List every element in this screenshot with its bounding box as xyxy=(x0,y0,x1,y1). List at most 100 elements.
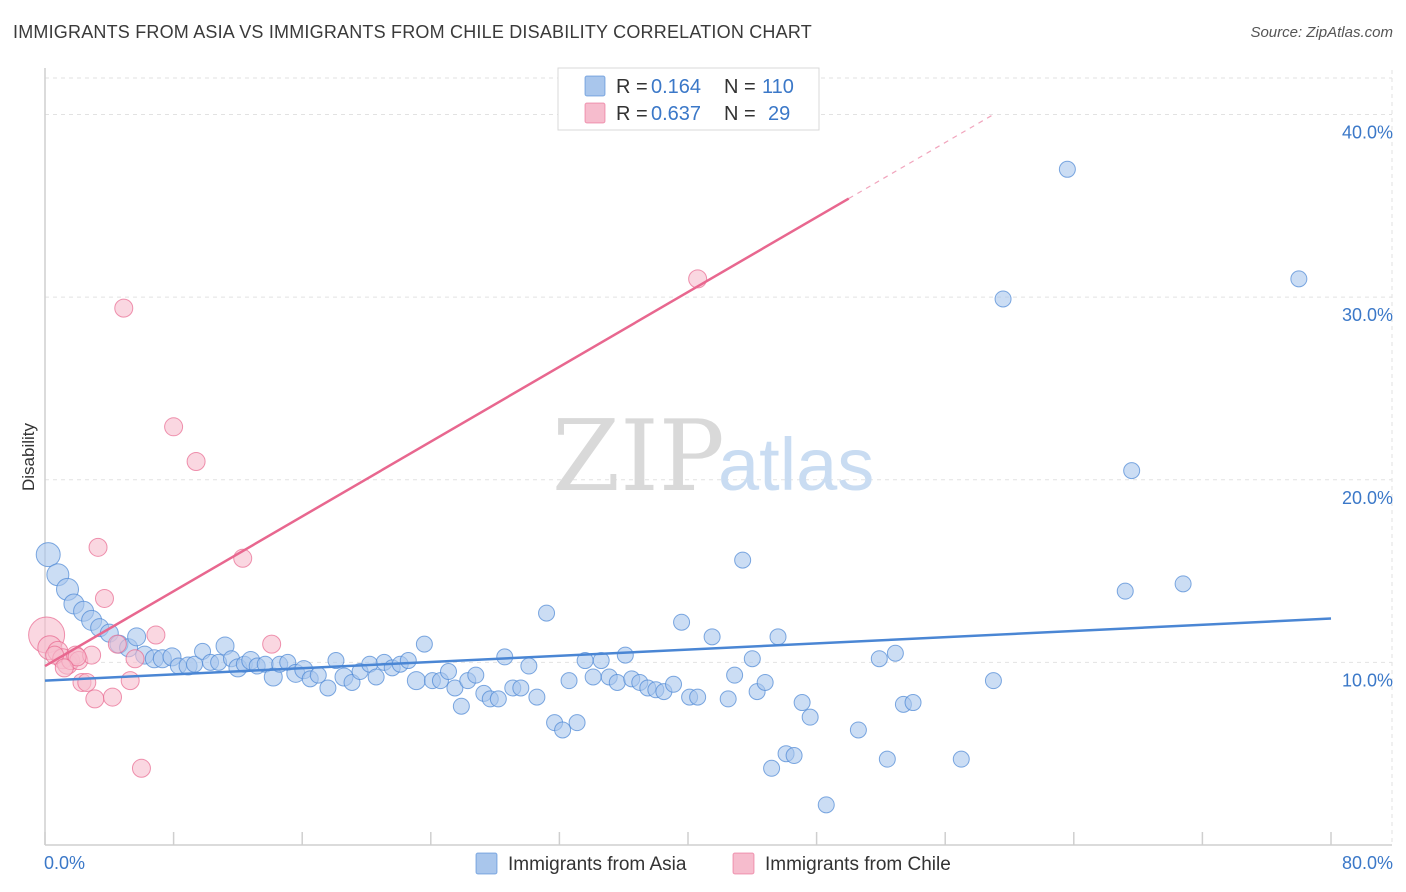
legend-r-value-asia: 0.164 xyxy=(651,76,701,98)
watermark-zip: ZIP xyxy=(552,400,725,514)
asia-point xyxy=(554,721,572,739)
chile-point xyxy=(131,758,151,778)
asia-point xyxy=(703,628,721,646)
asia-point xyxy=(538,604,556,622)
chile-point xyxy=(120,671,140,691)
asia-point xyxy=(446,679,464,697)
x-tick-label: 0.0% xyxy=(44,853,85,873)
asia-point xyxy=(769,628,787,646)
watermark: ZIP atlas xyxy=(552,400,874,514)
asia-point xyxy=(319,679,337,697)
asia-point xyxy=(886,644,904,662)
legend: R = 0.164 N = 110 R = 0.637 N = 29 xyxy=(557,67,820,131)
source-label: Source: ZipAtlas.com xyxy=(1250,24,1393,41)
chile-point xyxy=(103,687,123,707)
chile-point xyxy=(85,689,105,709)
series-chile-points xyxy=(28,269,708,778)
asia-point xyxy=(452,697,470,715)
x-tick-label: 80.0% xyxy=(1342,853,1393,873)
asia-point xyxy=(984,672,1002,690)
asia-point xyxy=(327,652,345,670)
asia-point xyxy=(1058,160,1076,178)
asia-point xyxy=(568,714,586,732)
asia-point xyxy=(367,668,385,686)
asia-point xyxy=(616,646,634,664)
axes xyxy=(44,68,1392,846)
asia-point xyxy=(785,747,803,765)
asia-point xyxy=(673,613,691,631)
bottom-legend-label-chile: Immigrants from Chile xyxy=(765,854,951,875)
asia-point xyxy=(952,750,970,768)
chile-point xyxy=(54,658,74,678)
chile-trend-line xyxy=(44,197,850,668)
asia-point xyxy=(512,679,530,697)
asia-point xyxy=(439,663,457,681)
asia-trend-line xyxy=(44,617,1332,682)
asia-point xyxy=(1290,270,1308,288)
chile-point xyxy=(94,588,114,608)
grid-lines xyxy=(45,70,1393,845)
y-tick-labels: 10.0% 20.0% 30.0% 40.0% xyxy=(1342,123,1393,691)
bottom-legend: Immigrants from Asia Immigrants from Chi… xyxy=(475,852,951,875)
watermark-atlas: atlas xyxy=(718,423,874,506)
bottom-legend-swatch-asia xyxy=(475,852,498,875)
asia-point xyxy=(793,694,811,712)
chile-point xyxy=(77,672,97,692)
asia-point xyxy=(763,759,781,777)
asia-point xyxy=(1116,582,1134,600)
y-tick-label: 20.0% xyxy=(1342,488,1393,508)
legend-swatch-asia xyxy=(584,75,606,97)
legend-n-value-chile: 29 xyxy=(768,103,790,125)
y-axis-label: Disability xyxy=(19,422,38,491)
legend-n-label-chile: N = xyxy=(724,103,756,125)
chart-title: IMMIGRANTS FROM ASIA VS IMMIGRANTS FROM … xyxy=(13,22,812,42)
asia-point xyxy=(1174,575,1192,593)
chile-point xyxy=(125,649,145,669)
x-tick-labels: 0.0% 80.0% xyxy=(44,853,1393,873)
asia-point xyxy=(849,721,867,739)
asia-point xyxy=(608,673,626,691)
chile-trend-extension xyxy=(848,114,994,200)
asia-point xyxy=(406,671,426,691)
asia-point xyxy=(127,627,147,647)
series-asia-points xyxy=(35,160,1308,814)
bottom-legend-swatch-chile xyxy=(732,852,755,875)
asia-point xyxy=(560,672,578,690)
asia-point xyxy=(665,675,683,693)
legend-n-value-asia: 110 xyxy=(762,76,794,98)
asia-point xyxy=(870,650,888,668)
asia-point xyxy=(743,650,761,668)
chile-point xyxy=(262,634,282,654)
chile-point xyxy=(186,452,206,471)
asia-point xyxy=(726,666,744,684)
chile-point xyxy=(88,537,108,557)
asia-point xyxy=(734,551,752,569)
asia-point xyxy=(719,690,737,708)
asia-point xyxy=(756,673,774,691)
y-tick-label: 30.0% xyxy=(1342,305,1393,325)
asia-point xyxy=(520,657,538,675)
legend-n-label-asia: N = xyxy=(724,76,756,98)
asia-point xyxy=(1123,462,1141,480)
y-tick-label: 40.0% xyxy=(1342,123,1393,143)
y-tick-label: 10.0% xyxy=(1342,670,1393,690)
asia-point xyxy=(994,290,1012,308)
chile-point xyxy=(107,634,127,654)
asia-point xyxy=(467,666,485,684)
asia-point xyxy=(399,652,417,670)
asia-point xyxy=(904,694,922,712)
asia-point xyxy=(489,690,507,708)
asia-point xyxy=(35,542,61,568)
asia-point xyxy=(689,688,707,706)
legend-swatch-chile xyxy=(584,102,606,124)
asia-point xyxy=(817,796,835,814)
asia-point xyxy=(496,648,514,666)
legend-r-value-chile: 0.637 xyxy=(651,103,701,125)
chile-point xyxy=(114,298,134,318)
chile-point xyxy=(146,625,166,645)
asia-point xyxy=(415,635,433,653)
asia-point xyxy=(801,708,819,726)
legend-r-label-chile: R = xyxy=(616,103,648,125)
bottom-legend-label-asia: Immigrants from Asia xyxy=(508,854,687,875)
